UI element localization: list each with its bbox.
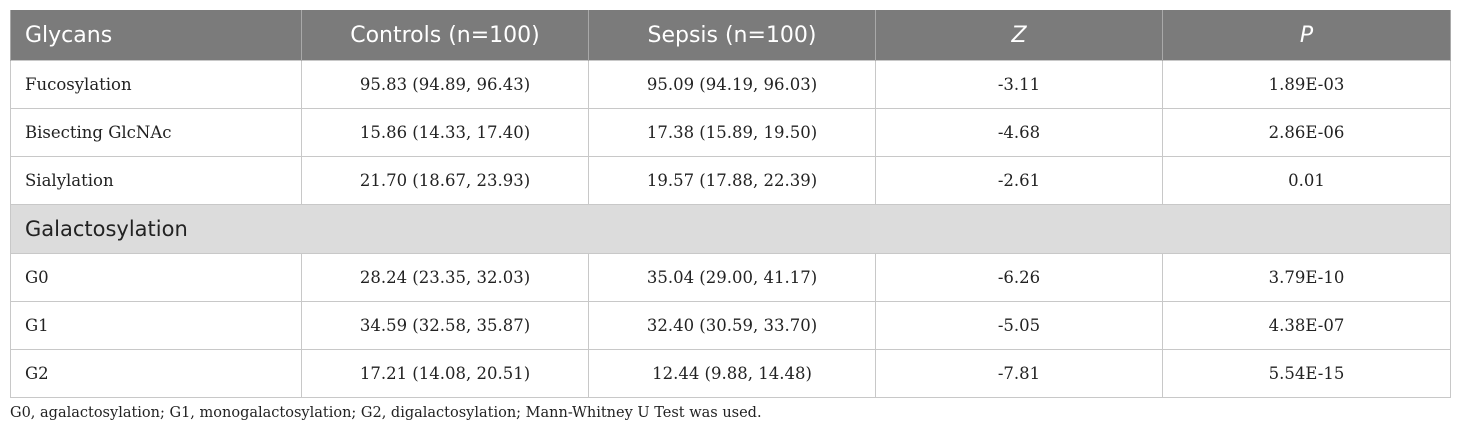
header-controls: Controls (n=100) <box>301 10 589 61</box>
table-row: Fucosylation 95.83 (94.89, 96.43) 95.09 … <box>10 60 1451 109</box>
glycan-table: Glycans Controls (n=100) Sepsis (n=100) … <box>10 10 1451 398</box>
p-cell: 0.01 <box>1162 156 1451 205</box>
glycan-cell: G2 <box>10 349 302 398</box>
p-cell: 2.86E-06 <box>1162 108 1451 157</box>
controls-cell: 21.70 (18.67, 23.93) <box>301 156 589 205</box>
glycan-cell: G1 <box>10 301 302 350</box>
p-cell: 4.38E-07 <box>1162 301 1451 350</box>
table-row: G0 28.24 (23.35, 32.03) 35.04 (29.00, 41… <box>10 253 1451 302</box>
sepsis-cell: 17.38 (15.89, 19.50) <box>588 108 876 157</box>
header-z: Z <box>875 10 1163 61</box>
table-row: Sialylation 21.70 (18.67, 23.93) 19.57 (… <box>10 156 1451 205</box>
controls-cell: 34.59 (32.58, 35.87) <box>301 301 589 350</box>
controls-cell: 95.83 (94.89, 96.43) <box>301 60 589 109</box>
z-cell: -5.05 <box>875 301 1163 350</box>
sepsis-cell: 35.04 (29.00, 41.17) <box>588 253 876 302</box>
header-glycans: Glycans <box>10 10 302 61</box>
controls-cell: 15.86 (14.33, 17.40) <box>301 108 589 157</box>
table-row: G2 17.21 (14.08, 20.51) 12.44 (9.88, 14.… <box>10 349 1451 398</box>
p-cell: 1.89E-03 <box>1162 60 1451 109</box>
z-cell: -3.11 <box>875 60 1163 109</box>
z-cell: -7.81 <box>875 349 1163 398</box>
section-row: Galactosylation <box>10 204 1451 254</box>
sepsis-cell: 95.09 (94.19, 96.03) <box>588 60 876 109</box>
sepsis-cell: 32.40 (30.59, 33.70) <box>588 301 876 350</box>
table-footnote: G0, agalactosylation; G1, monogalactosyl… <box>10 405 762 421</box>
section-label: Galactosylation <box>10 204 1451 254</box>
z-cell: -4.68 <box>875 108 1163 157</box>
glycan-cell: G0 <box>10 253 302 302</box>
header-row: Glycans Controls (n=100) Sepsis (n=100) … <box>10 10 1451 61</box>
header-p: P <box>1162 10 1451 61</box>
table-row: Bisecting GlcNAc 15.86 (14.33, 17.40) 17… <box>10 108 1451 157</box>
glycan-cell: Bisecting GlcNAc <box>10 108 302 157</box>
p-cell: 5.54E-15 <box>1162 349 1451 398</box>
z-cell: -2.61 <box>875 156 1163 205</box>
glycan-cell: Fucosylation <box>10 60 302 109</box>
table-container: Glycans Controls (n=100) Sepsis (n=100) … <box>10 10 1451 398</box>
sepsis-cell: 19.57 (17.88, 22.39) <box>588 156 876 205</box>
header-sepsis: Sepsis (n=100) <box>588 10 876 61</box>
z-cell: -6.26 <box>875 253 1163 302</box>
table-row: G1 34.59 (32.58, 35.87) 32.40 (30.59, 33… <box>10 301 1451 350</box>
controls-cell: 17.21 (14.08, 20.51) <box>301 349 589 398</box>
sepsis-cell: 12.44 (9.88, 14.48) <box>588 349 876 398</box>
controls-cell: 28.24 (23.35, 32.03) <box>301 253 589 302</box>
glycan-cell: Sialylation <box>10 156 302 205</box>
p-cell: 3.79E-10 <box>1162 253 1451 302</box>
